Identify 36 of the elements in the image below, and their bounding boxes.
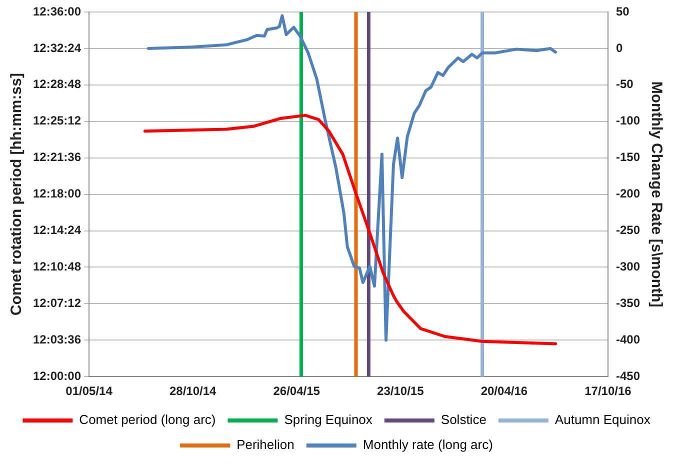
x-tick-label: 01/05/14 [66,384,113,398]
y-tick-label: 12:25:12 [32,114,82,128]
x-tick-label: 17/10/16 [584,384,632,398]
y2-axis-title: Monthly Change Rate [s\month] [648,81,665,308]
y2-tick-label: -100 [616,114,640,128]
legend-label: Spring Equinox [284,412,373,428]
y-tick-label: 12:18:00 [32,186,82,201]
y2-tick-label: -300 [616,260,640,274]
y2-tick-label: -50 [616,77,634,92]
y2-tick-label: -350 [616,296,640,310]
y2-tick-label: -400 [616,332,640,346]
x-tick-label: 20/04/16 [480,384,528,398]
y-axis-title: Comet rotation period [hh:mm:ss] [8,73,26,316]
y-tick-label: 12:14:24 [32,223,82,238]
legend-label: Comet period (long arc) [79,412,216,428]
y2-tick-label: 0 [616,40,623,55]
legend-label: Perihelion [236,437,294,452]
y-tick-label: 12:03:36 [32,332,82,346]
x-tick-label: 23/10/15 [377,384,424,398]
y-tick-label: 12:21:36 [32,150,82,164]
y2-tick-label: -450 [616,368,640,383]
y-tick-label: 12:36:00 [32,4,82,18]
legend-label: Solstice [440,412,486,428]
legend-label: Autumn Equinox [554,412,651,428]
legend-label: Monthly rate (long arc) [362,437,493,452]
x-tick-label: 28/10/14 [169,384,216,398]
y-tick-label: 12:32:24 [32,40,82,55]
y-tick-label: 12:10:48 [32,260,82,274]
y2-tick-label: -150 [616,150,640,164]
y2-tick-label: 50 [616,4,630,18]
y2-tick-label: -200 [616,186,640,201]
y-tick-label: 12:07:12 [32,296,82,310]
y-tick-label: 12:00:00 [32,368,82,383]
y-tick-label: 12:28:48 [32,77,82,92]
x-tick-label: 26/04/15 [273,384,320,398]
y2-tick-label: -250 [616,223,640,238]
